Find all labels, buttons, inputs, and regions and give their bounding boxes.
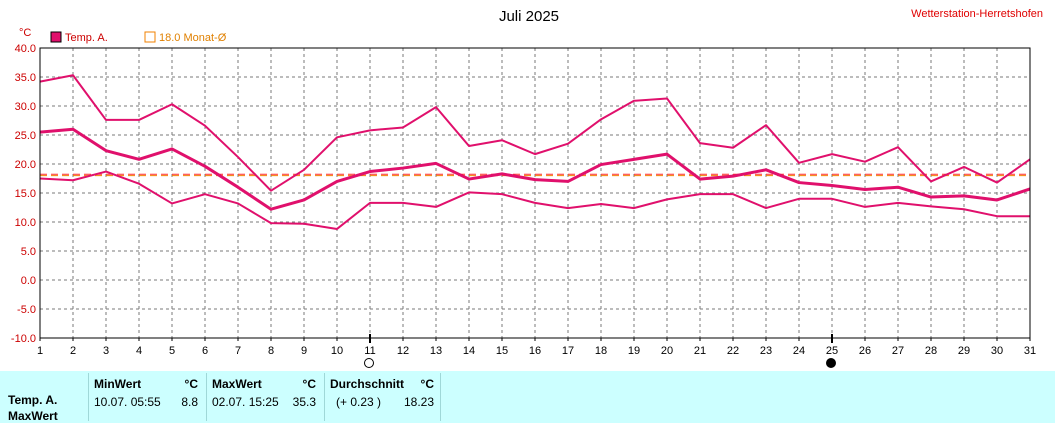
x-tick-label: 7 [235,345,241,357]
max-unit: °C [302,377,316,391]
x-tick-label: 18 [595,345,607,357]
separator [206,373,207,421]
y-tick-label: 40.0 [15,43,36,55]
temperature-chart: Juli 2025 Wetterstation-Herretshofen °C … [11,8,1043,368]
legend-label-mean: 18.0 Monat-Ø [159,32,227,44]
x-tick-label: 2 [70,345,76,357]
min-value: 8.8 [181,395,198,409]
y-axis-unit: °C [19,27,31,39]
separator [324,373,325,421]
series-lines [39,74,1031,230]
avg-deviation: (+ 0.23 ) [336,395,382,409]
x-tick-label: 19 [628,345,640,357]
avg-value: 18.23 [403,395,434,409]
chart-title: Juli 2025 [499,8,559,25]
legend-swatch-mean [144,31,156,43]
x-tick-label: 29 [958,345,970,357]
x-tick-label: 27 [892,345,904,357]
max-datetime: 02.07. 15:25 [212,395,279,409]
y-tick-label: -10.0 [11,333,36,345]
x-tick-label: 28 [925,345,937,357]
new-moon-icon [826,358,836,368]
x-tick-label: 3 [103,345,109,357]
row-label-temp: Temp. A. [8,393,58,407]
max-header: MaxWert [212,377,262,391]
x-tick-label: 15 [496,345,508,357]
x-tick-labels: 1 2 3 4 5 6 7 8 9 10 11 12 13 14 15 16 17 18 19 20 21 22 23 24 2… [37,345,1036,357]
x-tick-label: 20 [661,345,673,357]
series-line-min [39,170,1030,230]
x-tick-label: 12 [397,345,409,357]
moon-markers [364,334,836,368]
row-label-maxwert: MaxWert [8,409,58,423]
y-tick-label: 35.0 [15,72,36,84]
avg-unit: °C [420,377,434,391]
x-tick-label: 21 [694,345,706,357]
min-datetime: 10.07. 05:55 [94,395,161,409]
x-tick-label: 25 [826,345,838,357]
y-tick-label: 0.0 [21,275,36,287]
x-tick-label: 22 [727,345,739,357]
y-tick-label: 25.0 [15,130,36,142]
x-tick-label: 30 [991,345,1003,357]
station-name: Wetterstation-Herretshofen [911,8,1043,20]
x-tick-label: 6 [202,345,208,357]
series-line-max [39,74,1031,192]
x-tick-label: 10 [331,345,343,357]
x-tick-label: 17 [562,345,574,357]
y-tick-label: -5.0 [17,304,36,316]
grid [39,48,1031,341]
y-tick-label: 20.0 [15,159,36,171]
x-tick-label: 26 [859,345,871,357]
x-tick-label: 16 [529,345,541,357]
y-tick-label: 10.0 [15,217,36,229]
y-tick-labels: 40.0 35.0 30.0 25.0 20.0 15.0 10.0 5.0 0.0 -5.0 -1… [11,43,36,345]
separator [440,373,441,421]
y-tick-label: 30.0 [15,101,36,113]
avg-header: Durchschnitt [330,377,405,391]
x-tick-label: 9 [301,345,307,357]
x-tick-label: 13 [430,345,442,357]
legend: Temp. A. 18.0 Monat-Ø [50,31,227,44]
x-tick-label: 5 [169,345,175,357]
x-tick-label: 4 [136,345,142,357]
y-tick-label: 5.0 [21,246,36,258]
x-tick-label: 1 [37,345,43,357]
plot-frame [39,47,1031,339]
legend-label-temp: Temp. A. [65,32,108,44]
x-tick-label: 31 [1024,345,1036,357]
x-tick-label: 11 [364,345,375,357]
reference-lines [40,173,1030,177]
min-header: MinWert [94,377,142,391]
full-moon-icon [364,358,374,368]
x-tick-label: 8 [268,345,274,357]
series-line-avg [39,127,1031,211]
min-unit: °C [184,377,198,391]
max-value: 35.3 [292,395,316,409]
stats-panel: Temp. A. MaxWert MinWert °C 10.07. 05:55… [0,371,1055,423]
x-tick-label: 14 [463,345,475,357]
x-tick-label: 23 [760,345,772,357]
legend-swatch-temp [50,31,62,43]
separator [88,373,89,421]
x-tick-label: 24 [793,345,805,357]
y-tick-label: 15.0 [15,188,36,200]
